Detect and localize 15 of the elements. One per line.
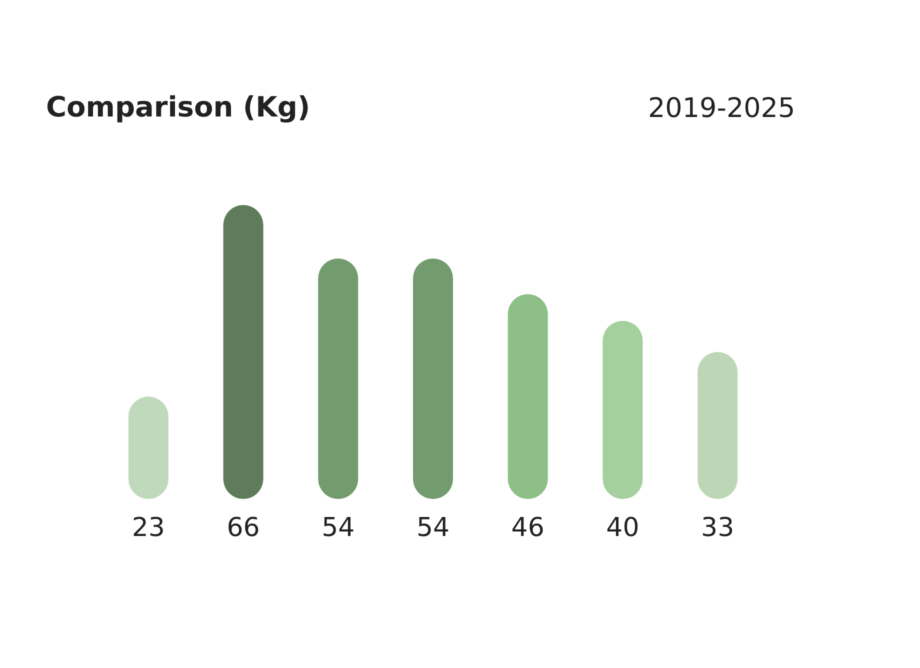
data-label: 46 — [511, 513, 544, 543]
bar — [318, 258, 358, 499]
bar — [602, 320, 643, 499]
bar — [223, 205, 264, 499]
data-label: 66 — [226, 513, 260, 543]
data-label: 40 — [606, 513, 640, 543]
data-label: 54 — [322, 513, 355, 543]
bar — [413, 258, 453, 499]
chart-subtitle: 2019-2025 — [648, 93, 796, 124]
bar — [508, 294, 548, 499]
bar — [698, 352, 738, 499]
data-label: 54 — [416, 513, 450, 543]
chart-title: Comparison (Kg) — [46, 90, 310, 124]
data-label: 23 — [132, 513, 165, 543]
data-label: 33 — [701, 513, 734, 543]
